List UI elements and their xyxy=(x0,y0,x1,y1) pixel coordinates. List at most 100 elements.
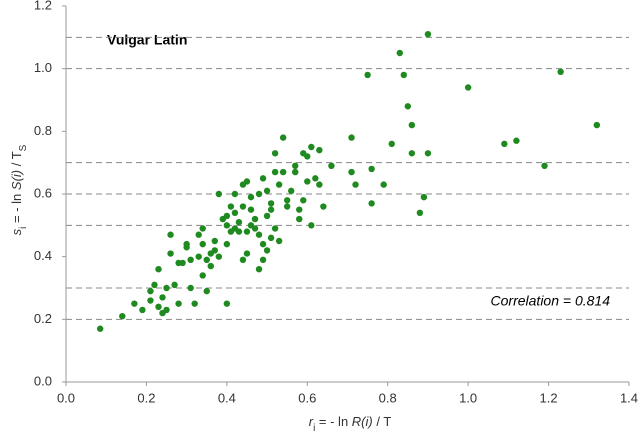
point xyxy=(251,215,259,223)
label-part: S(i) xyxy=(9,170,24,190)
point xyxy=(227,203,235,210)
label-part: i xyxy=(18,227,29,229)
point xyxy=(368,165,375,173)
annotation: Vulgar Latin xyxy=(107,32,187,48)
point xyxy=(139,306,146,314)
point xyxy=(316,181,323,188)
point xyxy=(348,168,355,176)
point xyxy=(396,49,403,57)
point xyxy=(167,250,174,257)
point xyxy=(243,250,251,257)
x-tick-label: 0.8 xyxy=(379,390,397,405)
point xyxy=(292,162,299,169)
point xyxy=(557,68,564,76)
point xyxy=(203,287,210,295)
y-axis-label: si = - ln S(i) / TS xyxy=(9,144,28,235)
point xyxy=(316,146,323,154)
x-tick-label: 1.0 xyxy=(459,390,477,405)
y-tick-label: 0.2 xyxy=(34,311,52,326)
x-tick-label: 0.6 xyxy=(298,390,316,405)
point xyxy=(187,284,194,292)
point xyxy=(501,140,508,148)
point xyxy=(263,187,271,195)
point xyxy=(171,281,178,289)
point xyxy=(464,84,472,91)
point xyxy=(352,181,359,188)
label-part: S xyxy=(18,144,29,151)
point xyxy=(251,225,259,232)
x-tick-label: 0.0 xyxy=(57,390,75,405)
point xyxy=(267,234,275,242)
point xyxy=(151,281,158,289)
point xyxy=(255,266,263,273)
point xyxy=(308,143,315,151)
point xyxy=(279,168,287,176)
point xyxy=(179,259,186,267)
point xyxy=(223,222,231,229)
point xyxy=(187,256,194,263)
y-tick-label: 0.0 xyxy=(34,373,52,388)
point xyxy=(147,287,154,295)
point xyxy=(320,203,327,210)
point xyxy=(147,297,154,304)
point xyxy=(235,228,243,235)
point xyxy=(199,272,206,279)
point xyxy=(513,137,520,144)
point xyxy=(243,178,251,185)
y-tick-label: 0.6 xyxy=(34,185,52,200)
point xyxy=(96,325,104,332)
x-tick-label: 1.4 xyxy=(620,390,638,405)
point xyxy=(215,253,223,260)
point xyxy=(279,134,287,141)
point xyxy=(211,247,218,254)
point xyxy=(211,237,218,245)
point xyxy=(263,212,271,220)
point xyxy=(183,244,190,251)
point xyxy=(304,178,311,185)
point xyxy=(400,71,407,79)
point xyxy=(215,190,223,198)
point xyxy=(420,193,428,201)
point xyxy=(380,181,387,188)
annotation: Correlation = 0.814 xyxy=(491,293,611,309)
x-tick-label: 1.2 xyxy=(540,390,558,405)
point xyxy=(191,300,198,307)
point xyxy=(300,197,307,204)
label-part: r xyxy=(309,414,314,429)
label-part: / T xyxy=(9,151,24,170)
point xyxy=(271,168,279,176)
label-part: / T xyxy=(373,414,392,429)
x-tick-label: 0.2 xyxy=(137,390,155,405)
point xyxy=(259,256,267,263)
point xyxy=(328,162,335,169)
point xyxy=(288,187,295,195)
point xyxy=(203,256,210,263)
point xyxy=(255,190,263,198)
point xyxy=(296,206,303,213)
point xyxy=(231,209,239,216)
label-part: s xyxy=(9,228,24,235)
point xyxy=(167,231,174,238)
label-part: = - ln xyxy=(9,190,24,227)
label-part: i xyxy=(313,423,315,434)
point xyxy=(541,162,548,169)
point xyxy=(195,253,202,260)
point xyxy=(271,225,279,232)
label-part: = - ln xyxy=(315,414,352,429)
point xyxy=(292,168,299,176)
point xyxy=(247,206,255,213)
point xyxy=(275,237,283,245)
point xyxy=(408,121,416,129)
point xyxy=(223,240,231,248)
y-tick-label: 0.8 xyxy=(34,123,52,138)
point xyxy=(283,203,291,210)
point xyxy=(259,175,267,182)
point xyxy=(119,313,126,320)
point xyxy=(175,300,182,307)
point xyxy=(348,134,355,141)
point xyxy=(271,150,279,157)
point xyxy=(199,240,206,248)
point xyxy=(243,228,251,235)
point xyxy=(267,206,275,213)
